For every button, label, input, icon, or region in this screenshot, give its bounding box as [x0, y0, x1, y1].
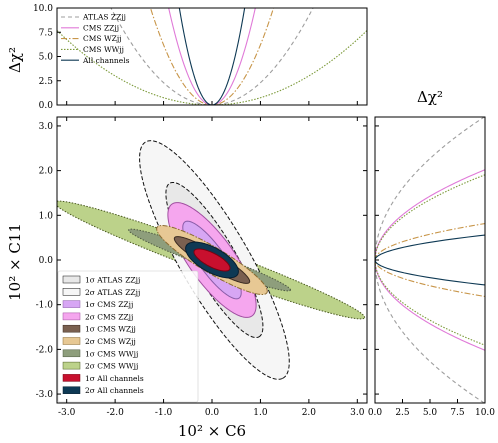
main-ytick-label-0: -3.0 [36, 390, 54, 400]
right-chi2-panel: 0.0 2.5 5.0 7.5 10.0 [368, 116, 495, 418]
main-legend-label-0: 1σ ATLAS ZZjj [85, 276, 140, 285]
main-legend-label-4: 1σ CMS WZjj [85, 325, 136, 334]
top-y-axis-label: Δχ² [6, 47, 24, 73]
main-xtick-label-1: -2.0 [106, 408, 124, 418]
top-legend-label-4: All channels [82, 56, 130, 65]
main-ytick-label-6: 3.0 [39, 122, 54, 132]
right-xtick-label-3: 7.5 [450, 408, 465, 418]
top-ytick-label-2: 5.0 [39, 53, 54, 63]
main-legend-label-8: 1σ All channels [85, 374, 144, 383]
right-curve-2 [375, 222, 485, 298]
main-legend-label-7: 2σ CMS WWjj [85, 362, 138, 371]
main-ytick-label-5: 2.0 [39, 167, 54, 177]
main-legend-swatch-2 [62, 300, 81, 308]
main-xtick-label-6: 3.0 [350, 408, 365, 418]
main-legend-label-6: 1σ CMS WWjj [85, 349, 138, 358]
main-xtick-label-3: 0.0 [205, 408, 220, 418]
contour-panel: 1σ ATLAS ZZjj 2σ ATLAS ZZjj 1σ CMS ZZjj 2σ … [36, 116, 368, 418]
main-xtick-label-5: 2.0 [302, 408, 317, 418]
right-xtick-label-1: 2.5 [395, 408, 410, 418]
contour-9 [193, 248, 231, 272]
main-xtick-label-2: -1.0 [155, 408, 173, 418]
top-ytick-label-4: 10.0 [33, 4, 53, 14]
top-ytick-label-3: 7.5 [39, 28, 54, 38]
main-legend-label-3: 2σ CMS ZZjj [85, 312, 133, 321]
top-legend-label-1: CMS ZZjj [83, 23, 119, 32]
main-legend-swatch-1 [62, 288, 81, 296]
top-ytick-label-0: 0.0 [39, 101, 54, 111]
main-legend-label-9: 2σ All channels [85, 386, 144, 395]
main-x-axis-label: 10² × C6 [178, 422, 246, 440]
right-panel-title: Δχ² [417, 88, 443, 106]
top-legend-label-2: CMS WZjj [83, 34, 122, 43]
top-curve-3 [57, 30, 367, 105]
main-legend-swatch-5 [62, 337, 81, 345]
main-y-axis-label: 10² × C11 [6, 223, 24, 301]
main-legend-swatch-0 [62, 275, 81, 284]
right-xtick-label-4: 10.0 [475, 408, 495, 418]
top-legend-label-3: CMS WWjj [83, 45, 124, 54]
main-ytick-label-2: -1.0 [36, 301, 54, 311]
right-curve-3 [375, 174, 485, 346]
right-curve-4 [375, 234, 485, 286]
main-xtick-label-4: 1.0 [253, 408, 268, 418]
right-xtick-label-0: 0.0 [368, 408, 383, 418]
main-legend-swatch-6 [62, 349, 81, 358]
main-legend-swatch-7 [62, 361, 81, 370]
main-legend-label-5: 2σ CMS WZjj [85, 337, 136, 346]
main-legend-swatch-9 [62, 386, 81, 394]
top-legend-label-0: ATLAS ZZjj [82, 13, 126, 22]
main-legend-label-1: 2σ ATLAS ZZjj [85, 288, 140, 297]
main-ytick-label-3: 0.0 [39, 256, 54, 266]
main-legend-swatch-8 [62, 374, 81, 382]
right-curve-1 [375, 169, 485, 351]
top-ytick-label-1: 2.5 [39, 77, 54, 87]
main-xtick-label-0: -3.0 [58, 408, 76, 418]
right-xtick-label-2: 5.0 [423, 408, 438, 418]
main-legend-swatch-4 [62, 324, 81, 333]
main-legend-swatch-3 [62, 312, 81, 321]
right-curve-0 [375, 117, 485, 403]
main-ytick-label-1: -2.0 [36, 345, 54, 355]
main-legend-label-2: 1σ CMS ZZjj [85, 300, 133, 309]
main-ytick-label-4: 1.0 [39, 211, 54, 221]
main-legend-box [57, 270, 199, 403]
